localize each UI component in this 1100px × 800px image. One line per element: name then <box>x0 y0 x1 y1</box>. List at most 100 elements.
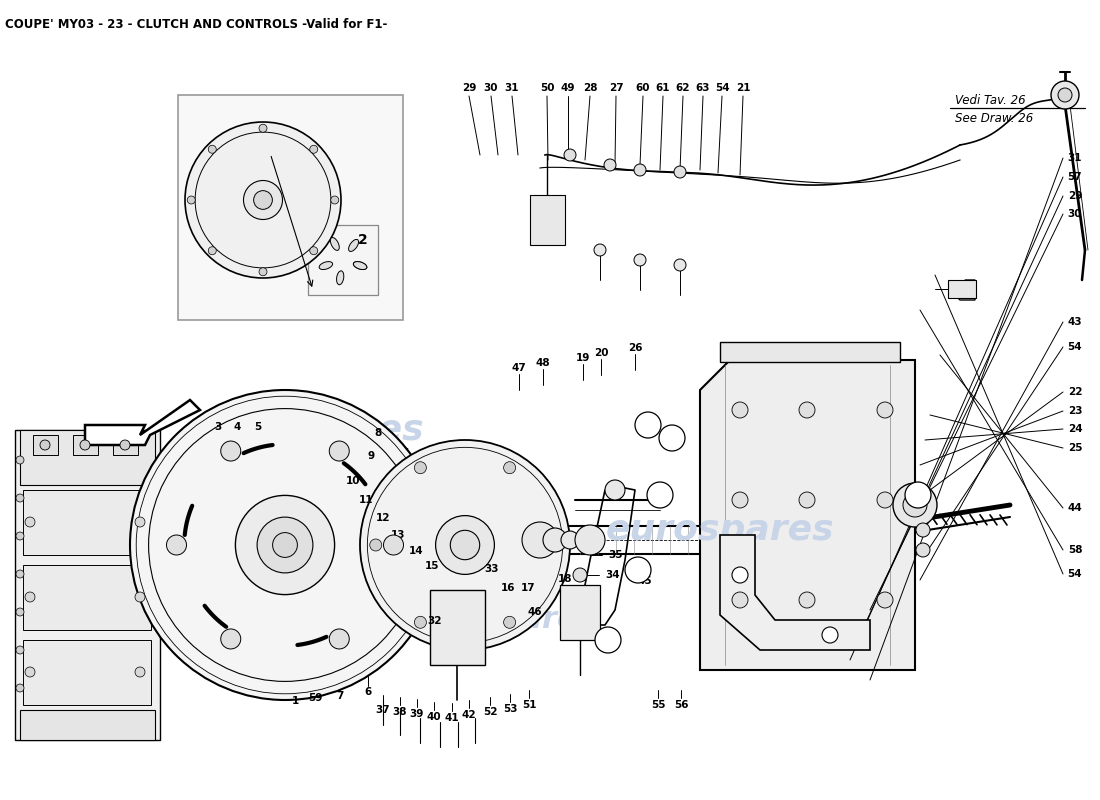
Circle shape <box>893 483 937 527</box>
Text: 58: 58 <box>1068 545 1082 555</box>
Circle shape <box>360 440 570 650</box>
Circle shape <box>732 402 748 418</box>
Text: 54: 54 <box>1068 342 1082 352</box>
Text: B: B <box>645 420 651 430</box>
Circle shape <box>235 495 334 594</box>
Circle shape <box>674 259 686 271</box>
Circle shape <box>120 440 130 450</box>
Circle shape <box>254 190 273 210</box>
Circle shape <box>634 254 646 266</box>
Text: 3: 3 <box>214 422 221 432</box>
Text: 15: 15 <box>425 561 439 571</box>
Text: 36: 36 <box>588 535 604 545</box>
Text: 37: 37 <box>376 705 390 715</box>
Text: 11: 11 <box>359 495 373 505</box>
Circle shape <box>16 456 24 464</box>
Text: 2: 2 <box>359 233 369 247</box>
Text: 6: 6 <box>364 687 372 697</box>
Circle shape <box>635 412 661 438</box>
Text: 40: 40 <box>427 712 441 722</box>
Circle shape <box>135 592 145 602</box>
Text: 30: 30 <box>484 83 498 93</box>
Text: 31: 31 <box>505 83 519 93</box>
Circle shape <box>221 441 241 461</box>
Text: 9: 9 <box>367 451 375 461</box>
Circle shape <box>575 525 605 555</box>
Text: 1: 1 <box>292 696 298 706</box>
Circle shape <box>329 441 349 461</box>
Bar <box>33 435 58 455</box>
Circle shape <box>877 402 893 418</box>
Text: 22: 22 <box>1068 387 1082 397</box>
Text: A: A <box>657 490 663 500</box>
Text: See Draw. 26: See Draw. 26 <box>955 111 1033 125</box>
Ellipse shape <box>330 238 339 250</box>
Circle shape <box>905 482 931 508</box>
Text: 54: 54 <box>715 83 729 93</box>
Circle shape <box>166 535 187 555</box>
Bar <box>23 565 151 630</box>
Text: 21: 21 <box>736 83 750 93</box>
Ellipse shape <box>353 262 367 270</box>
Circle shape <box>130 390 440 700</box>
Circle shape <box>16 494 24 502</box>
Circle shape <box>732 567 748 583</box>
Circle shape <box>243 181 283 219</box>
Bar <box>560 585 600 640</box>
Circle shape <box>543 528 566 552</box>
Text: 41: 41 <box>444 713 460 723</box>
Text: 12: 12 <box>376 513 390 523</box>
Circle shape <box>384 535 404 555</box>
Text: 43: 43 <box>1068 317 1082 327</box>
Text: 52: 52 <box>483 707 497 717</box>
Text: 48: 48 <box>536 358 550 368</box>
Circle shape <box>258 124 267 132</box>
Bar <box>430 590 485 665</box>
Circle shape <box>185 122 341 278</box>
Circle shape <box>877 492 893 508</box>
Circle shape <box>573 568 587 582</box>
Circle shape <box>659 425 685 451</box>
Text: 63: 63 <box>695 83 711 93</box>
Circle shape <box>605 480 625 500</box>
Text: 56: 56 <box>673 700 689 710</box>
Text: 30: 30 <box>1068 209 1082 219</box>
Circle shape <box>504 616 516 628</box>
Text: 33: 33 <box>485 564 499 574</box>
Text: 23: 23 <box>1068 406 1082 416</box>
Circle shape <box>564 149 576 161</box>
Circle shape <box>25 667 35 677</box>
Circle shape <box>331 196 339 204</box>
Text: 16: 16 <box>500 583 515 593</box>
Circle shape <box>370 539 382 551</box>
Text: 60: 60 <box>636 83 650 93</box>
Circle shape <box>674 166 686 178</box>
Circle shape <box>647 482 673 508</box>
Circle shape <box>135 667 145 677</box>
Bar <box>948 280 976 298</box>
Text: 57: 57 <box>1068 172 1082 182</box>
Circle shape <box>561 531 579 549</box>
Circle shape <box>310 246 318 254</box>
Circle shape <box>258 268 267 276</box>
Circle shape <box>221 629 241 649</box>
Circle shape <box>16 684 24 692</box>
Text: eurospares: eurospares <box>606 513 834 547</box>
Bar <box>113 435 138 455</box>
Circle shape <box>634 164 646 176</box>
Text: C: C <box>604 635 612 645</box>
Text: Vedi Tav. 26: Vedi Tav. 26 <box>955 94 1025 106</box>
Circle shape <box>1050 81 1079 109</box>
Text: 28: 28 <box>583 83 597 93</box>
Text: 20: 20 <box>594 348 608 358</box>
Text: 42: 42 <box>462 710 476 720</box>
Ellipse shape <box>319 262 332 270</box>
Text: 34: 34 <box>605 570 619 580</box>
Circle shape <box>504 462 516 474</box>
Circle shape <box>594 244 606 256</box>
Polygon shape <box>950 280 975 300</box>
Polygon shape <box>85 400 200 445</box>
Text: 61: 61 <box>656 83 670 93</box>
Text: 19: 19 <box>575 353 591 363</box>
Text: 5: 5 <box>254 422 262 432</box>
